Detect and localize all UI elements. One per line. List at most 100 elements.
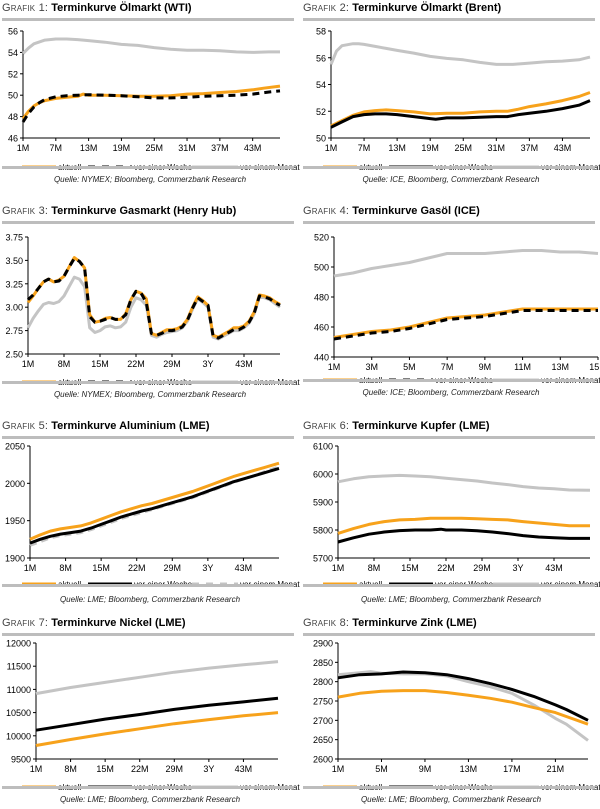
series-line-vor-einem-monat bbox=[331, 44, 590, 65]
chart-source: Quelle: ICE, Bloomberg, Commerzbank Rese… bbox=[303, 175, 599, 184]
x-tick-label: 11M bbox=[514, 362, 531, 372]
x-tick-label: 3Y bbox=[203, 764, 214, 774]
x-tick-label: 3Y bbox=[202, 359, 213, 369]
x-tick-label: 31M bbox=[488, 143, 506, 153]
y-tick-label: 520 bbox=[314, 233, 329, 243]
chart-title: Grafik 3: Terminkurve Gasmarkt (Henry Hu… bbox=[2, 205, 236, 217]
chart-title: Grafik 7: Terminkurve Nickel (LME) bbox=[2, 617, 186, 629]
y-tick-label: 10500 bbox=[6, 708, 31, 718]
chart-label-prefix: Grafik 3: bbox=[2, 205, 48, 217]
y-tick-label: 1900 bbox=[5, 554, 25, 564]
series-line-vor-einer-woche bbox=[334, 311, 598, 340]
x-tick-label: 21M bbox=[547, 764, 565, 774]
chart-label-prefix: Grafik 7: bbox=[2, 617, 48, 629]
x-tick-label: 22M bbox=[128, 563, 146, 573]
x-tick-label: 43M bbox=[235, 563, 253, 573]
x-tick-label: 8M bbox=[368, 563, 381, 573]
chart-title: Grafik 4: Terminkurve Gasöl (ICE) bbox=[303, 205, 480, 217]
x-tick-label: 9M bbox=[419, 764, 432, 774]
x-tick-label: 8M bbox=[58, 359, 71, 369]
chart-title-text: Terminkurve Zink (LME) bbox=[349, 617, 477, 629]
y-tick-label: 9500 bbox=[11, 755, 31, 765]
x-tick-label: 7M bbox=[50, 143, 63, 153]
source-divider bbox=[2, 584, 294, 587]
chart-title-text: Terminkurve Aluminium (LME) bbox=[48, 420, 209, 432]
chart-panel-g4: Grafik 4: Terminkurve Gasöl (ICE) 440 460 4… bbox=[303, 205, 599, 402]
x-tick-label: 13M bbox=[388, 143, 406, 153]
source-divider bbox=[2, 381, 294, 384]
x-tick-label: 15M bbox=[96, 764, 114, 774]
y-tick-label: 50 bbox=[316, 134, 326, 144]
x-tick-label: 37M bbox=[211, 143, 229, 153]
x-tick-label: 1M bbox=[30, 764, 43, 774]
x-tick-label: 15M bbox=[92, 563, 110, 573]
chart-svg: 19001950200020501M8M15M22M29M3Y43Maktuel… bbox=[2, 438, 298, 592]
y-tick-label: 46 bbox=[8, 134, 18, 144]
y-tick-label: 2700 bbox=[313, 716, 333, 726]
x-tick-label: 13M bbox=[80, 143, 98, 153]
y-tick-label: 480 bbox=[314, 293, 329, 303]
y-tick-label: 11000 bbox=[7, 685, 31, 695]
chart-panel-g3: Grafik 3: Terminkurve Gasmarkt (Henry Hu… bbox=[2, 205, 298, 404]
x-tick-label: 3Y bbox=[512, 563, 523, 573]
chart-title: Grafik 6: Terminkurve Kupfer (LME) bbox=[303, 420, 490, 432]
y-tick-label: 12000 bbox=[6, 639, 31, 649]
source-divider bbox=[303, 166, 595, 169]
series-line-aktuell bbox=[36, 713, 278, 746]
chart-label-prefix: Grafik 1: bbox=[2, 2, 48, 14]
x-tick-label: 19M bbox=[421, 143, 439, 153]
source-divider bbox=[2, 166, 294, 169]
x-tick-label: 5M bbox=[375, 764, 388, 774]
series-line-vor-einem-monat bbox=[334, 251, 598, 277]
x-tick-label: 15M bbox=[589, 362, 600, 372]
x-tick-label: 9M bbox=[479, 362, 492, 372]
chart-label-prefix: Grafik 4: bbox=[303, 205, 349, 217]
y-tick-label: 2050 bbox=[5, 442, 25, 452]
chart-source: Quelle: LME; Bloomberg, Commerzbank Rese… bbox=[2, 595, 298, 604]
series-line-vor-einem-monat bbox=[338, 672, 588, 741]
y-tick-label: 3.00 bbox=[5, 303, 23, 313]
y-tick-label: 3.75 bbox=[5, 233, 23, 243]
y-tick-label: 50 bbox=[8, 91, 18, 101]
x-tick-label: 8M bbox=[59, 563, 72, 573]
y-tick-label: 2750 bbox=[313, 697, 333, 707]
x-tick-label: 29M bbox=[166, 764, 184, 774]
x-tick-label: 29M bbox=[164, 563, 182, 573]
y-tick-label: 460 bbox=[314, 323, 329, 333]
chart-title-text: Terminkurve Gasöl (ICE) bbox=[349, 205, 480, 217]
y-tick-label: 2600 bbox=[313, 755, 333, 765]
y-tick-label: 2.50 bbox=[5, 350, 23, 360]
chart-source: Quelle: LME; Bloomberg, Commerzbank Rese… bbox=[303, 795, 599, 804]
y-tick-label: 500 bbox=[314, 263, 329, 273]
chart-svg: 4648505254561M7M13M19M25M31M37M43Maktuel… bbox=[2, 20, 298, 175]
y-tick-label: 56 bbox=[8, 27, 18, 37]
series-line-aktuell bbox=[30, 463, 279, 539]
series-line-aktuell bbox=[338, 691, 588, 725]
chart-panel-g7: Grafik 7: Terminkurve Nickel (LME) 9500 10… bbox=[2, 617, 298, 809]
x-tick-label: 43M bbox=[545, 563, 563, 573]
y-tick-label: 440 bbox=[314, 353, 329, 363]
y-tick-label: 2650 bbox=[313, 735, 333, 745]
x-tick-label: 29M bbox=[473, 563, 491, 573]
chart-title-text: Terminkurve Kupfer (LME) bbox=[349, 420, 489, 432]
x-tick-label: 25M bbox=[454, 143, 472, 153]
y-tick-label: 5900 bbox=[313, 498, 333, 508]
x-tick-label: 43M bbox=[244, 143, 262, 153]
chart-label-prefix: Grafik 5: bbox=[2, 420, 48, 432]
y-tick-label: 54 bbox=[8, 48, 18, 58]
chart-title: Grafik 1: Terminkurve Ölmarkt (WTI) bbox=[2, 2, 192, 14]
series-line-aktuell bbox=[28, 258, 280, 338]
chart-label-prefix: Grafik 2: bbox=[303, 2, 349, 14]
chart-source: Quelle: LME; Bloomberg, Commerzbank Rese… bbox=[303, 595, 599, 604]
series-line-vor-einem-monat bbox=[36, 662, 278, 694]
y-tick-label: 52 bbox=[8, 69, 18, 79]
y-tick-label: 58 bbox=[316, 27, 326, 37]
x-tick-label: 22M bbox=[437, 563, 455, 573]
chart-source: Quelle: NYMEX; Bloomberg, Commerzbank Re… bbox=[2, 175, 298, 184]
chart-title: Grafik 5: Terminkurve Aluminium (LME) bbox=[2, 420, 210, 432]
